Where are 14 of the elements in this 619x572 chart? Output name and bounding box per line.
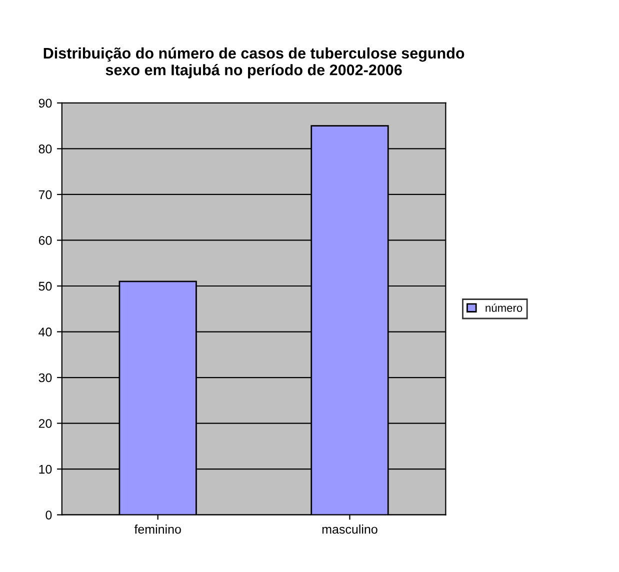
y-tick-label: 50 xyxy=(38,282,52,291)
y-tick-label: 60 xyxy=(38,236,52,245)
x-tick-label: masculino xyxy=(322,524,378,534)
x-tick-label: feminino xyxy=(134,524,181,534)
y-tick-label: 20 xyxy=(38,419,52,428)
y-tick-label: 90 xyxy=(38,98,52,108)
y-tick-label: 80 xyxy=(38,144,52,154)
y-tick-label: 40 xyxy=(38,328,52,336)
y-tick-label: 30 xyxy=(38,373,52,382)
y-tick-label: 10 xyxy=(39,464,52,474)
y-tick-label: 70 xyxy=(38,190,52,200)
legend-label: número xyxy=(486,304,522,312)
y-tick-label: 0 xyxy=(46,510,52,520)
chart-title: Distribuição do número de casos de tuberculose segundo sexo em Itajubá no período de 2002-2006 xyxy=(44,47,464,78)
